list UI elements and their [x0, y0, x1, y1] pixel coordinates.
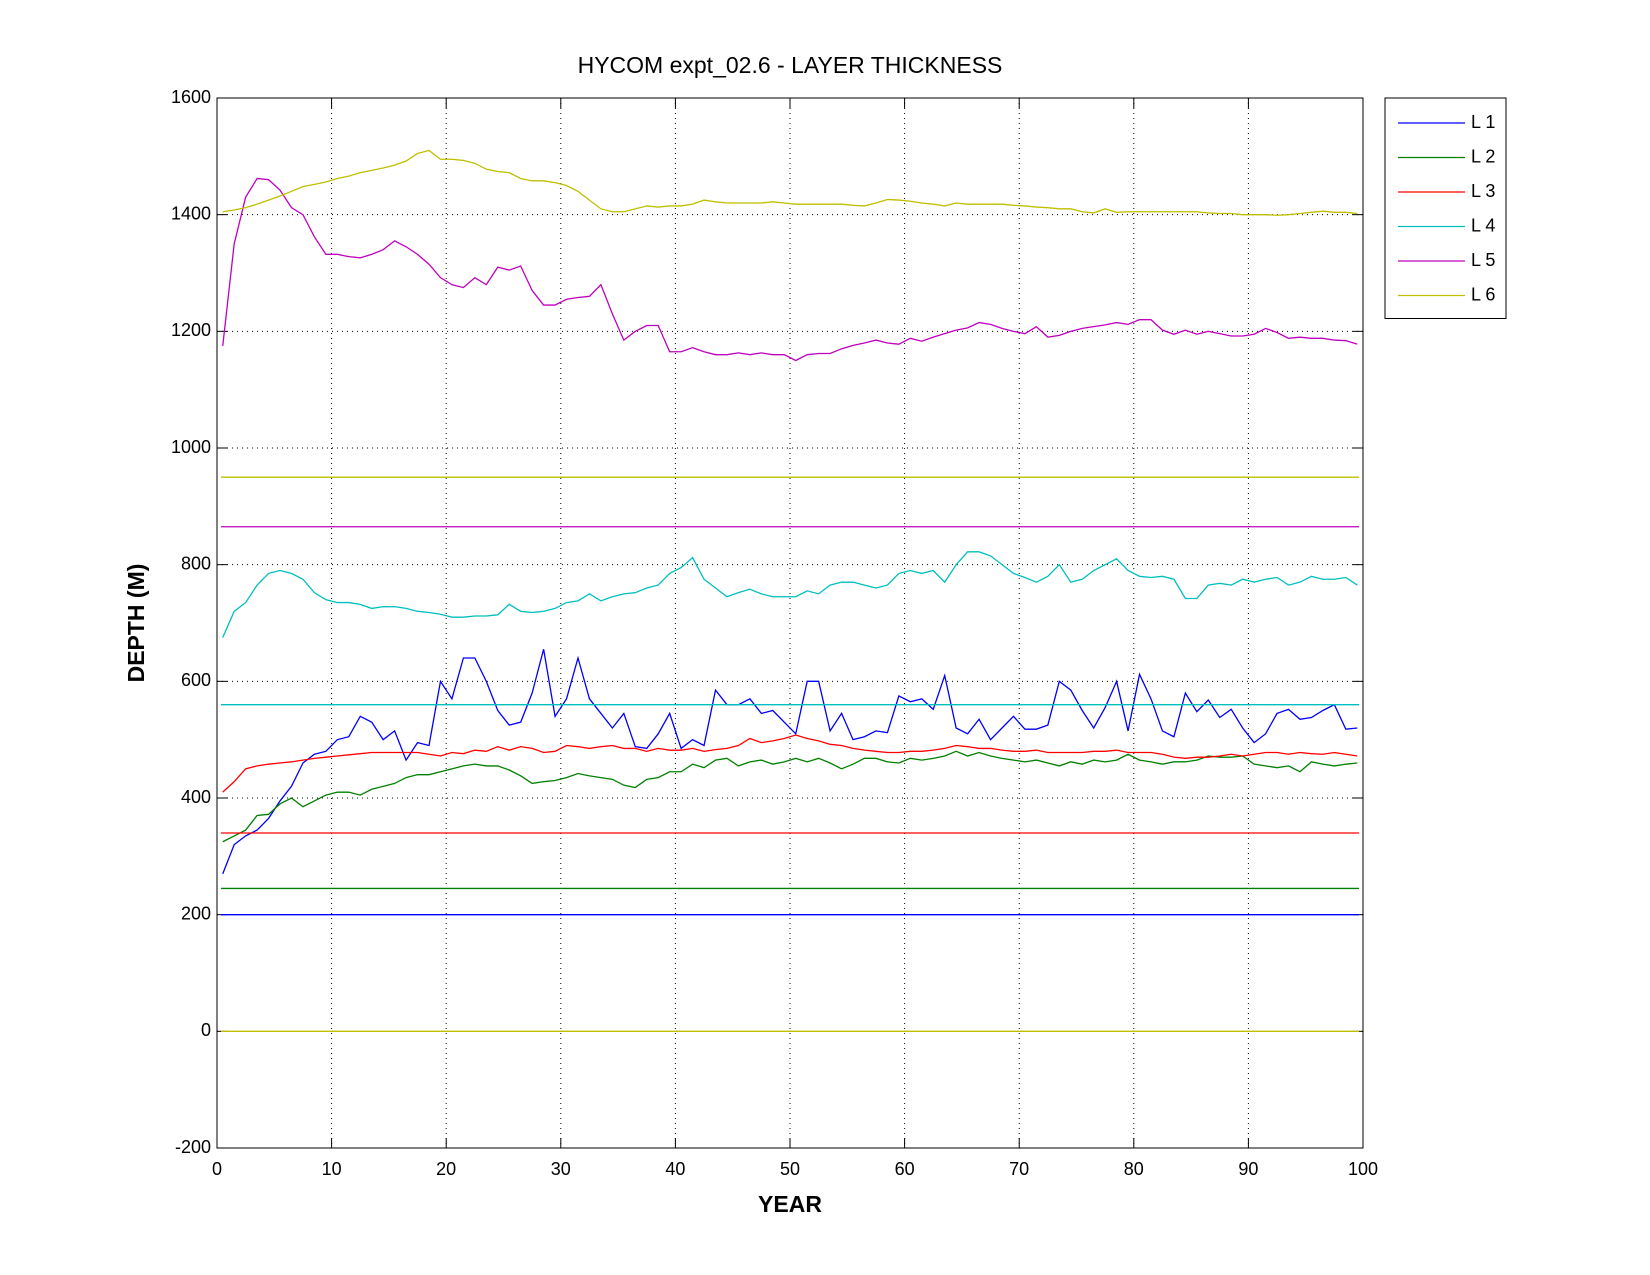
series-line	[222, 734, 1358, 793]
x-tick-label: 20	[436, 1159, 456, 1179]
y-tick-label: 1000	[171, 437, 211, 457]
x-tick-label: 30	[551, 1159, 571, 1179]
series-line	[222, 149, 1358, 216]
legend-label: L 5	[1471, 250, 1495, 270]
x-tick-label: 80	[1124, 1159, 1144, 1179]
x-tick-label: 100	[1348, 1159, 1378, 1179]
y-tick-label: 0	[201, 1020, 211, 1040]
plot-frame	[216, 97, 1364, 1149]
series-line	[222, 750, 1358, 843]
x-tick-label: 60	[895, 1159, 915, 1179]
y-tick-label: 1200	[171, 320, 211, 340]
legend-label: L 2	[1471, 146, 1495, 166]
legend-label: L 6	[1471, 284, 1495, 304]
x-tick-label: 50	[780, 1159, 800, 1179]
y-tick-label: 600	[181, 670, 211, 690]
y-tick-label: 1400	[171, 203, 211, 223]
x-tick-label: 40	[665, 1159, 685, 1179]
x-axis-title: YEAR	[758, 1191, 822, 1217]
y-axis-title: DEPTH (M)	[123, 564, 149, 683]
y-tick-label: 400	[181, 787, 211, 807]
chart-title: HYCOM expt_02.6 - LAYER THICKNESS	[578, 52, 1003, 78]
legend-label: L 1	[1471, 112, 1495, 132]
x-tick-label: 70	[1009, 1159, 1029, 1179]
series-line	[222, 649, 1358, 875]
legend-box	[1384, 97, 1507, 319]
legend-label: L 4	[1471, 215, 1495, 235]
y-tick-label: 1600	[171, 87, 211, 107]
series-line	[222, 551, 1358, 638]
x-tick-label: 0	[212, 1159, 222, 1179]
y-tick-label: -200	[175, 1137, 211, 1157]
legend-label: L 3	[1471, 181, 1495, 201]
x-tick-label: 90	[1238, 1159, 1258, 1179]
series-line	[222, 177, 1358, 362]
y-tick-label: 200	[181, 903, 211, 923]
x-tick-label: 10	[322, 1159, 342, 1179]
y-tick-label: 800	[181, 553, 211, 573]
